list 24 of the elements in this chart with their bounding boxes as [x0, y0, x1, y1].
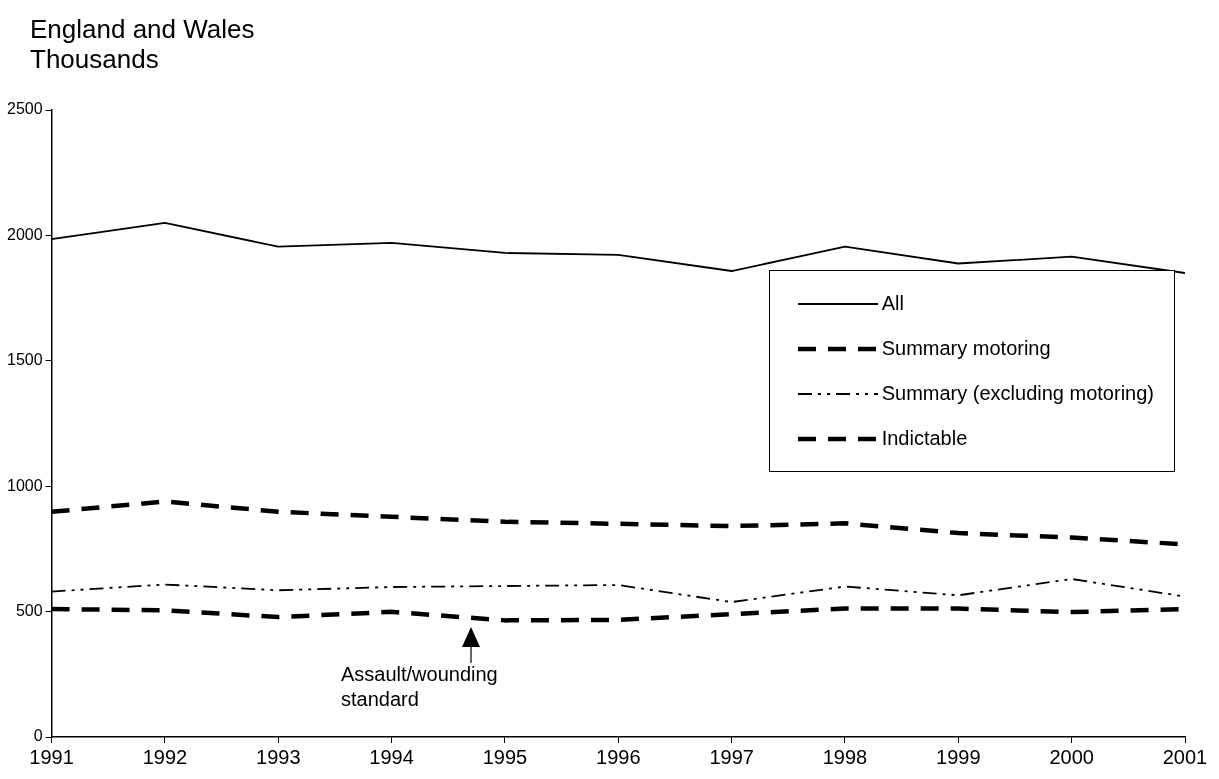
annotation: Assault/wounding standard — [340, 663, 498, 711]
x-tick-label: 1991 — [29, 745, 74, 768]
y-axis-title: Thousands — [30, 44, 159, 74]
x-tick-label: 2000 — [1049, 745, 1094, 768]
y-tick-label: 2500 — [7, 100, 43, 118]
x-tick-label: 1998 — [822, 745, 868, 768]
legend-label: All — [881, 292, 904, 315]
y-tick-label: 1000 — [7, 476, 43, 494]
legend-label: Summary (excluding motoring) — [881, 382, 1154, 405]
x-tick-label: 1993 — [256, 745, 301, 768]
y-tick-label: 500 — [15, 602, 43, 620]
x-tick-label: 1995 — [482, 745, 528, 768]
y-tick-label: 2000 — [7, 225, 43, 243]
chart-title: England and Wales — [30, 14, 255, 44]
y-tick-label: 1500 — [7, 351, 43, 369]
x-tick-label: 1992 — [142, 745, 188, 768]
legend-label: Indictable — [881, 427, 968, 450]
x-tick-label: 1996 — [596, 745, 641, 768]
x-tick-label: 1997 — [709, 745, 754, 768]
legend-label: Summary motoring — [881, 337, 1051, 360]
y-tick-label: 0 — [33, 727, 43, 745]
x-tick-label: 1994 — [369, 745, 414, 768]
x-tick-label: 2001 — [1162, 745, 1208, 768]
x-tick-label: 1999 — [936, 745, 981, 768]
